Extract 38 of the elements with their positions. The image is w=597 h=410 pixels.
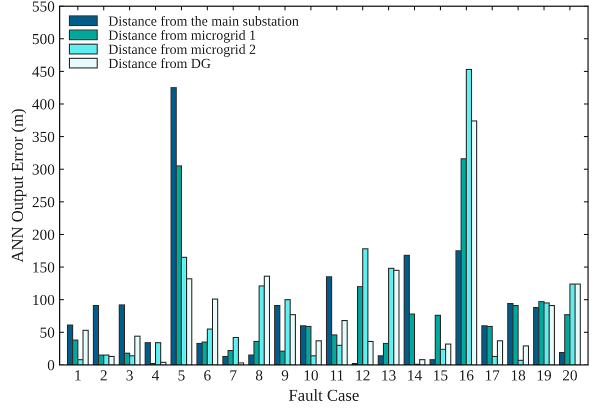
x-tick-label: 2 (100, 370, 107, 380)
x-tick-label: 12 (356, 370, 370, 380)
y-tick-label: 300 (32, 164, 54, 175)
y-tick-label: 450 (32, 66, 54, 77)
y-tick-label: 400 (32, 99, 54, 110)
x-tick-label: 6 (204, 370, 211, 381)
legend-label: Distance from microgrid 2 (108, 44, 256, 57)
x-tick-label: 13 (382, 370, 396, 381)
y-tick-label: 250 (32, 196, 54, 208)
y-tick-label: 0 (48, 360, 54, 370)
y-tick-label: 50 (40, 327, 54, 338)
legend-label: Distance from microgrid 1 (108, 30, 256, 43)
x-tick-label: 18 (512, 370, 526, 381)
x-tick-label: 17 (486, 370, 500, 380)
x-tick-label: 7 (230, 370, 237, 380)
x-tick-label: 1 (75, 370, 81, 380)
x-tick-label: 3 (126, 370, 133, 381)
y-tick-label: 150 (33, 262, 54, 273)
x-axis-title: Fault Case (288, 389, 359, 401)
x-tick-label: 20 (562, 370, 577, 381)
x-tick-label: 5 (178, 370, 185, 381)
legend-label: Distance from the main substation (108, 16, 299, 26)
x-tick-label: 15 (434, 370, 448, 381)
y-tick-label: 100 (33, 294, 54, 306)
legend-label: Distance from DG (108, 58, 210, 68)
y-tick-label: 200 (32, 230, 54, 240)
x-tick-label: 16 (460, 370, 474, 381)
x-tick-label: 11 (330, 370, 344, 380)
x-tick-label: 8 (256, 370, 262, 381)
x-tick-label: 10 (304, 370, 318, 381)
x-tick-label: 9 (282, 370, 288, 381)
y-tick-label: 350 (32, 132, 54, 142)
y-axis-title: ANN Output Error (m) (11, 109, 26, 262)
x-tick-label: 19 (538, 370, 552, 381)
y-tick-label: 500 (32, 34, 54, 44)
y-tick-label: 550 (32, 1, 54, 12)
x-tick-label: 14 (408, 370, 422, 380)
x-tick-label: 4 (152, 370, 160, 380)
